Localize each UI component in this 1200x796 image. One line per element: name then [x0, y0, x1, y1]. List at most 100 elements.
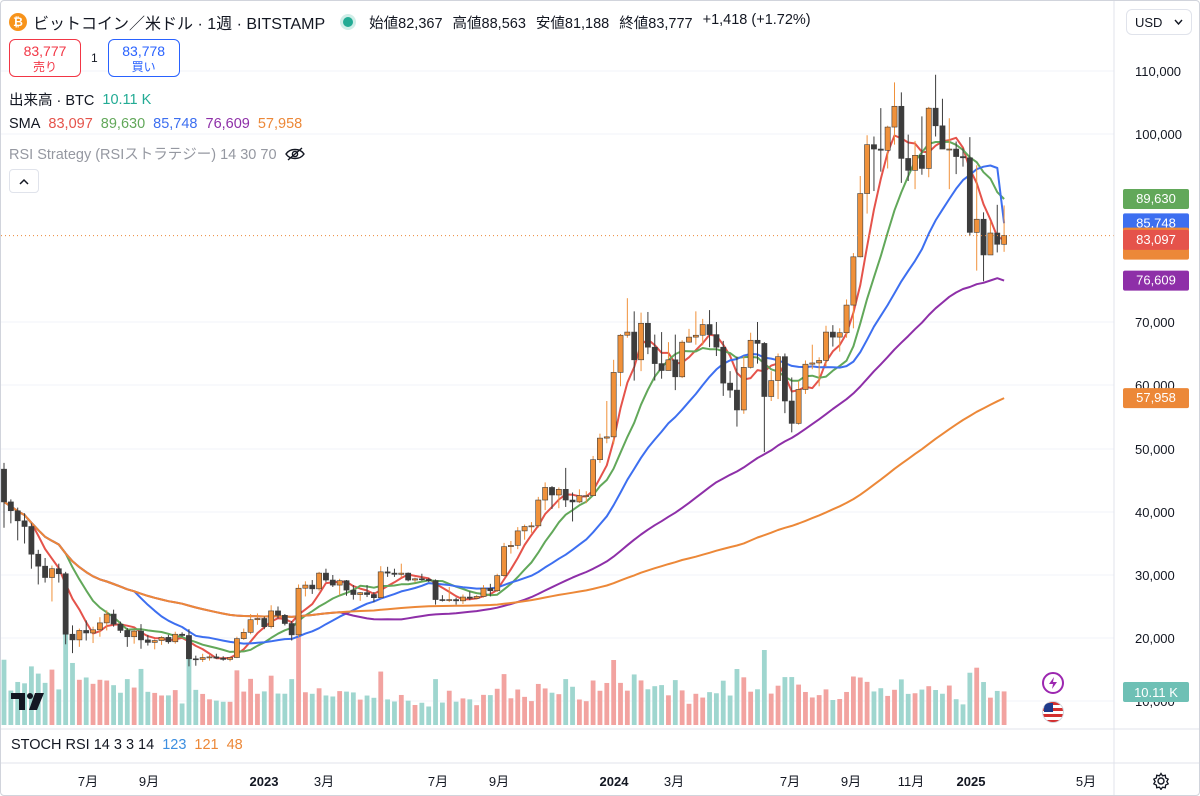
volume-bar [172, 690, 178, 725]
candle-body [692, 334, 699, 338]
volume-legend[interactable]: 出来高 · BTC 10.11 K [9, 91, 152, 110]
volume-bar [878, 688, 884, 725]
candle-body [487, 587, 494, 592]
buy-button[interactable]: 83,778 買い [107, 39, 180, 77]
candle-body [227, 657, 233, 660]
volume-tag-bg [1123, 682, 1189, 702]
symbol-title[interactable]: ビットコイン／米ドル · 1週 · BITSTAMP [33, 16, 326, 33]
volume-bar [8, 690, 14, 725]
candle-body [638, 322, 644, 361]
candle-body [775, 356, 781, 381]
candle-body [610, 372, 617, 438]
volume-bar [898, 679, 904, 725]
candle-body [473, 596, 480, 599]
candle-body [158, 637, 165, 641]
volume-bar [940, 693, 945, 725]
volume-bar [666, 695, 671, 725]
sell-button[interactable]: 83,777 売り [9, 39, 81, 77]
volume-bar [652, 686, 658, 725]
sma-20-line [3, 164, 1006, 645]
volume-bar [83, 677, 89, 725]
lightning-glyph-icon [1049, 677, 1057, 689]
candle-body [103, 613, 110, 624]
volume-bar [419, 702, 425, 725]
x-tick-label: 3月 [664, 774, 684, 789]
volume-bar [385, 699, 390, 725]
volume-bar [967, 672, 973, 725]
candle-body [275, 610, 281, 616]
candle-body [597, 437, 603, 461]
volume-bar [851, 676, 856, 725]
y-tick-label: 30,000 [1135, 568, 1175, 583]
volume-bar [816, 695, 822, 725]
candle-body [528, 525, 535, 528]
settings-gear-icon[interactable] [1152, 772, 1170, 790]
collapse-legend-button[interactable] [9, 169, 39, 193]
market-status-icon [343, 17, 354, 27]
rsi-strategy-legend[interactable]: RSI Strategy (RSIストラテジー) 14 30 70 [9, 143, 305, 164]
us-flag-icon[interactable] [1042, 701, 1064, 723]
candle-body [781, 356, 788, 402]
volume-bar [303, 692, 308, 725]
spread-value: 1 [91, 51, 98, 65]
stoch-rsi-legend[interactable]: STOCH RSI 14 3 3 14 123 121 48 [11, 737, 243, 753]
volume-bar [193, 689, 199, 725]
eye-crossed-icon[interactable] [284, 146, 305, 161]
candle-body [980, 218, 987, 256]
volume-bar [494, 688, 500, 725]
volume-bar [76, 679, 82, 725]
candle-body [829, 331, 836, 338]
volume-bar [405, 700, 411, 725]
volume-bar [714, 693, 719, 725]
sma-5-price-tag: 83,097 [1136, 232, 1176, 247]
volume-bar [953, 699, 959, 725]
candle-body [439, 599, 446, 601]
candle-body [713, 334, 720, 348]
tradingview-logo[interactable] [11, 691, 47, 717]
volume-bar [261, 691, 267, 725]
candle-body [240, 632, 247, 639]
candle-body [514, 530, 521, 546]
candle-body [651, 346, 658, 364]
stoch-value-1: 123 [162, 737, 187, 753]
candle-body [90, 629, 96, 634]
currency-selector[interactable]: USD [1126, 9, 1192, 35]
volume-bar [398, 694, 404, 725]
volume-bar [186, 641, 192, 725]
change-value: +1,418 (+1.72%) [702, 11, 811, 28]
lightning-icon[interactable] [1042, 672, 1064, 694]
volume-bar [467, 699, 473, 725]
candle-body [268, 610, 275, 627]
candle-body [994, 232, 1001, 245]
volume-bar [960, 704, 966, 725]
volume-bar [63, 615, 69, 725]
volume-bar [686, 703, 692, 725]
volume-bar [316, 688, 322, 725]
volume-bar [179, 703, 185, 725]
candle-body [521, 526, 528, 532]
candle-body [871, 144, 877, 150]
bitcoin-icon: ₿ [9, 13, 27, 31]
candle-body [377, 571, 384, 598]
close-value: 83,777 [648, 15, 693, 32]
candle-body [418, 578, 425, 581]
chevron-down-icon [1174, 19, 1183, 25]
volume-bar [350, 692, 356, 725]
sma-100-line [3, 397, 1005, 618]
volume-bar [857, 677, 863, 725]
sma-legend[interactable]: SMA 83,097 89,630 85,748 76,609 57,958 [9, 116, 303, 132]
volume-bar [830, 700, 836, 725]
volume-bar [892, 689, 897, 725]
candle-body [932, 107, 939, 127]
y-tick-label: 40,000 [1135, 505, 1175, 520]
volume-bar [926, 686, 932, 725]
x-tick-label: 3月 [314, 774, 334, 789]
candle-body [199, 657, 206, 660]
volume-bar [138, 668, 144, 725]
volume-bar [378, 671, 384, 725]
candle-body [624, 331, 631, 336]
candle-body [905, 158, 912, 171]
sma-value-1: 83,097 [48, 116, 93, 132]
